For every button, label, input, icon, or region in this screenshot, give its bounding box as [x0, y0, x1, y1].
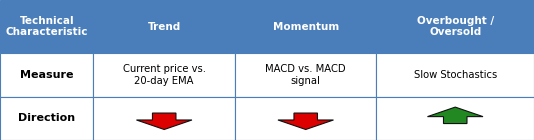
- Text: Trend: Trend: [147, 22, 181, 32]
- Polygon shape: [278, 113, 333, 130]
- Polygon shape: [427, 107, 483, 124]
- Text: MACD vs. MACD
signal: MACD vs. MACD signal: [265, 64, 346, 86]
- Polygon shape: [137, 113, 192, 130]
- Bar: [93, 0, 235, 53]
- Bar: [376, 53, 534, 97]
- Text: Measure: Measure: [20, 70, 74, 80]
- Bar: [376, 97, 534, 140]
- Text: Current price vs.
20-day EMA: Current price vs. 20-day EMA: [123, 64, 206, 86]
- Bar: [235, 97, 376, 140]
- Bar: [235, 53, 376, 97]
- Bar: [0, 0, 93, 53]
- Text: Slow Stochastics: Slow Stochastics: [414, 70, 497, 80]
- Text: Technical
Characteristic: Technical Characteristic: [5, 16, 88, 37]
- Bar: [93, 97, 235, 140]
- Bar: [93, 53, 235, 97]
- Bar: [235, 0, 376, 53]
- Bar: [0, 97, 93, 140]
- Bar: [0, 53, 93, 97]
- Text: Overbought /
Oversold: Overbought / Oversold: [417, 16, 494, 37]
- Text: Momentum: Momentum: [272, 22, 339, 32]
- Text: Direction: Direction: [18, 113, 75, 123]
- Bar: [376, 0, 534, 53]
